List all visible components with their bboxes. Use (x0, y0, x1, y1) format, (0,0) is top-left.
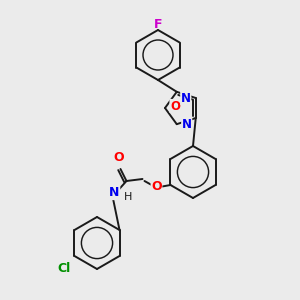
Text: F: F (154, 17, 162, 31)
Text: N: N (182, 118, 192, 131)
Text: O: O (113, 151, 124, 164)
Text: N: N (109, 187, 120, 200)
Text: N: N (181, 92, 191, 104)
Text: O: O (151, 181, 162, 194)
Text: H: H (124, 192, 132, 202)
Text: Cl: Cl (57, 262, 70, 275)
Text: O: O (170, 100, 180, 112)
